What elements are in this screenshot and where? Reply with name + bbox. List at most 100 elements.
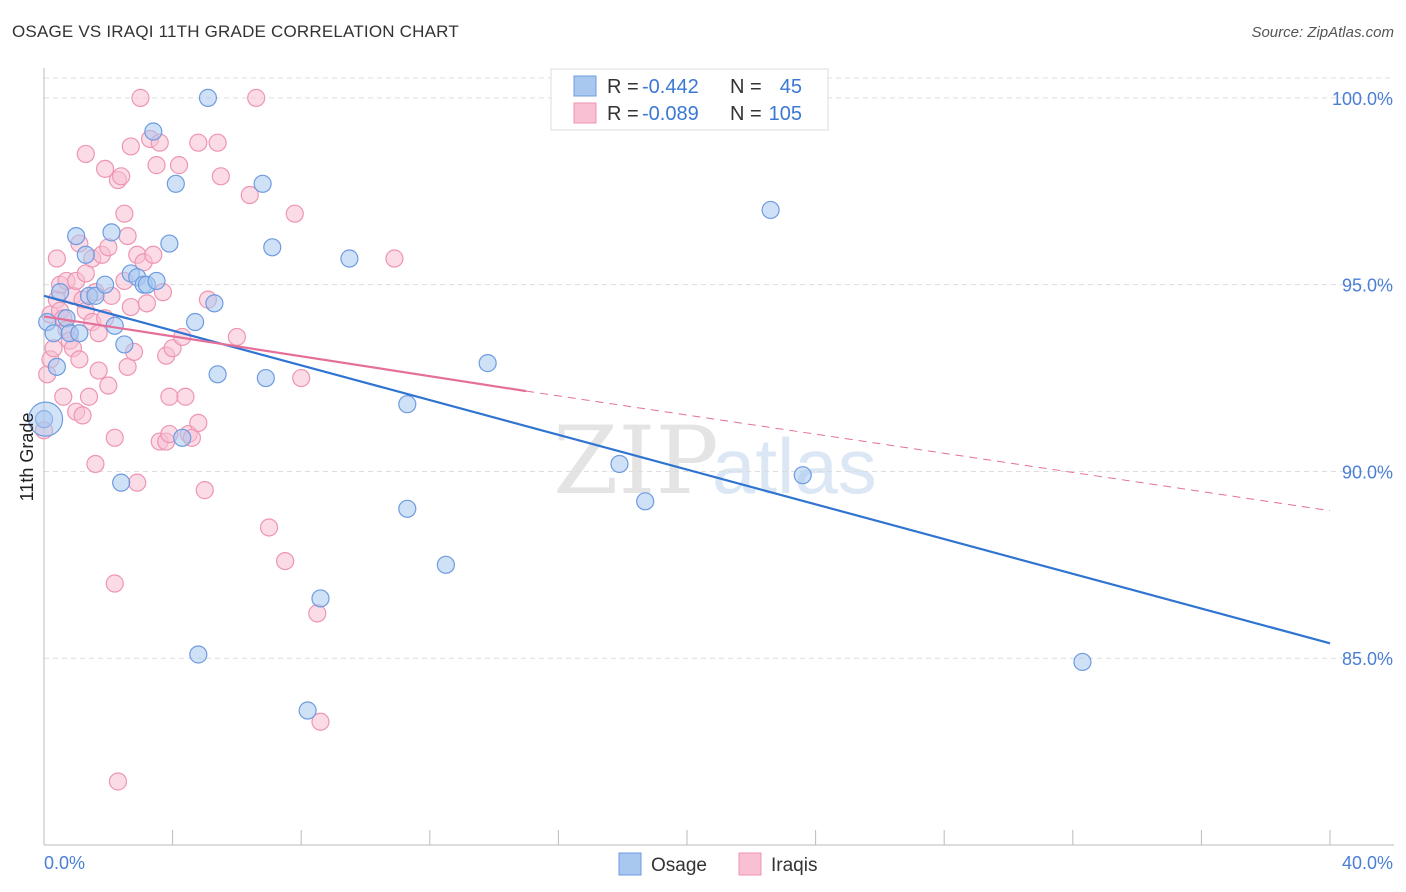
y-tick-label: 90.0%	[1342, 462, 1393, 482]
point-osage	[436, 555, 455, 574]
y-tick-label: 100.0%	[1332, 89, 1393, 109]
point-iraqis	[227, 327, 246, 347]
point-osage-large	[28, 401, 64, 437]
point-iraqis	[195, 481, 214, 500]
point-iraqis	[131, 88, 150, 107]
point-iraqis	[118, 357, 137, 376]
point-iraqis	[112, 167, 131, 186]
point-iraqis	[128, 473, 147, 492]
point-osage	[76, 245, 95, 264]
point-osage	[398, 499, 417, 518]
point-iraqis	[211, 167, 230, 186]
point-iraqis	[240, 185, 259, 205]
point-iraqis	[189, 133, 208, 152]
legend-label-iraqis: Iraqis	[771, 855, 817, 876]
axes	[43, 68, 1394, 846]
point-osage	[147, 271, 166, 291]
y-axis-label: 11th Grade	[17, 413, 37, 502]
series-osage	[28, 88, 1092, 720]
stats-box-frame	[550, 68, 829, 131]
point-osage	[67, 227, 86, 246]
point-iraqis	[99, 238, 118, 257]
point-iraqis	[189, 413, 208, 432]
stats-n-label-osage: N =	[730, 76, 762, 98]
stats-r-label-iraqis: R =	[607, 103, 639, 125]
stats-r-value-iraqis: -0.089	[642, 103, 699, 125]
point-iraqis	[86, 454, 105, 474]
point-iraqis	[169, 156, 189, 175]
point-osage	[173, 428, 192, 447]
point-osage	[256, 368, 275, 388]
point-osage	[761, 200, 780, 220]
point-osage	[1073, 652, 1092, 672]
stats-swatch-iraqis	[573, 102, 597, 124]
x-tick-label-min: 0.0%	[44, 853, 85, 873]
trend-line-iraqis	[43, 315, 527, 393]
point-osage	[636, 492, 655, 511]
stats-r-label-osage: R =	[607, 76, 639, 98]
point-iraqis	[311, 712, 330, 731]
point-osage	[44, 324, 63, 343]
point-osage	[47, 357, 66, 376]
legend: Osage Iraqis	[618, 852, 817, 876]
point-iraqis	[259, 518, 279, 537]
point-iraqis	[121, 137, 140, 156]
point-iraqis	[47, 249, 66, 268]
point-iraqis	[108, 772, 128, 791]
y-tick-label: 85.0%	[1342, 649, 1393, 669]
point-iraqis	[147, 156, 166, 175]
point-osage	[95, 275, 115, 294]
point-iraqis	[76, 264, 95, 283]
y-tick-labels: 85.0% 90.0% 95.0% 100.0%	[1332, 89, 1393, 669]
point-iraqis	[247, 88, 266, 107]
point-iraqis	[176, 387, 195, 406]
point-iraqis	[99, 376, 118, 395]
point-iraqis	[105, 574, 124, 593]
point-osage	[144, 122, 163, 141]
chart-source: Source: ZipAtlas.com	[1251, 24, 1394, 41]
point-osage	[186, 312, 205, 332]
point-iraqis	[95, 159, 115, 178]
point-iraqis	[121, 297, 140, 317]
point-osage	[610, 454, 629, 474]
trend-line-osage	[43, 294, 1331, 645]
point-osage	[298, 701, 317, 720]
grid	[44, 77, 1394, 659]
point-iraqis	[115, 204, 134, 223]
stats-n-label-iraqis: N =	[730, 103, 762, 125]
stats-r-value-osage: -0.442	[642, 76, 699, 98]
trend-lines	[43, 294, 1331, 645]
point-osage	[208, 365, 227, 384]
point-iraqis	[160, 387, 179, 406]
watermark: ZIP atlas	[553, 407, 877, 516]
point-iraqis	[89, 361, 108, 380]
point-osage	[166, 174, 185, 193]
point-osage	[70, 324, 89, 343]
point-iraqis	[105, 428, 124, 447]
point-osage	[115, 335, 134, 354]
chart-title: OSAGE VS IRAQI 11TH GRADE CORRELATION CH…	[12, 22, 459, 41]
point-osage	[253, 174, 272, 193]
point-osage	[793, 466, 812, 485]
point-osage	[263, 238, 282, 257]
stats-box: R = -0.442 N = 45 R = -0.089 N = 105	[550, 68, 829, 131]
legend-label-osage: Osage	[651, 855, 707, 876]
point-iraqis	[70, 350, 89, 369]
y-tick-label: 95.0%	[1342, 276, 1393, 296]
point-iraqis	[144, 245, 163, 264]
stats-n-value-osage: 45	[780, 76, 802, 98]
point-iraqis	[292, 368, 311, 388]
point-iraqis	[276, 551, 295, 571]
x-tick-label-max: 40.0%	[1342, 853, 1393, 873]
point-iraqis	[137, 294, 156, 313]
legend-swatch-iraqis	[738, 852, 762, 876]
x-ticks	[43, 830, 1331, 845]
trend-line-dashed-iraqis	[526, 390, 1331, 512]
stats-n-value-iraqis: 105	[769, 103, 802, 125]
watermark-atlas: atlas	[712, 422, 877, 510]
point-osage	[198, 88, 218, 107]
point-iraqis	[285, 204, 304, 223]
point-iraqis	[73, 406, 92, 425]
point-iraqis	[79, 387, 99, 406]
